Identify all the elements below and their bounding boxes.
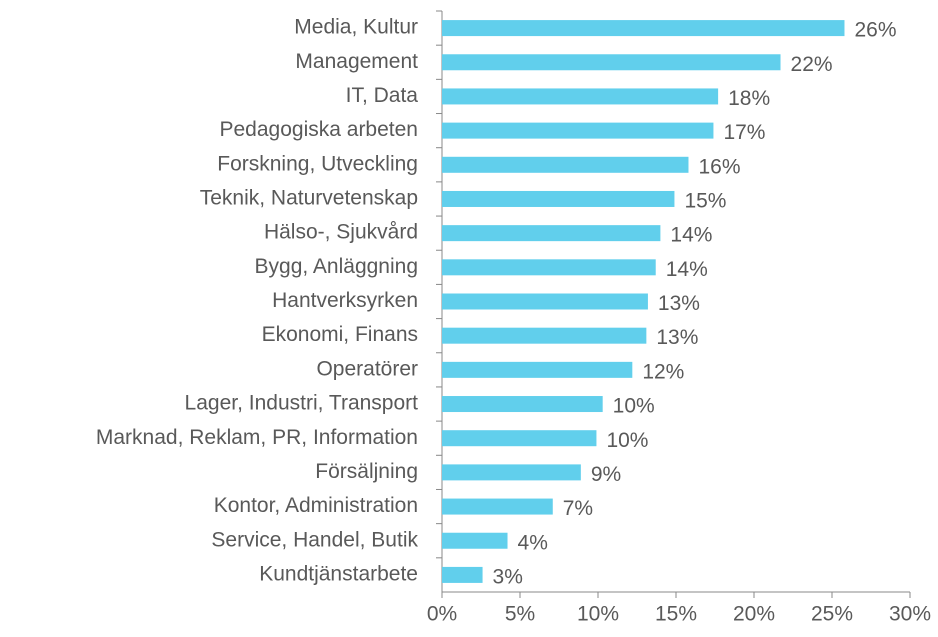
value-label: 10% <box>606 429 648 452</box>
value-label: 3% <box>493 565 523 588</box>
x-tick-label: 20% <box>733 603 775 626</box>
y-tick-label: Försäljning <box>315 460 418 483</box>
y-tick-label: Ekonomi, Finans <box>262 323 418 346</box>
y-tick-label: Hälso-, Sjukvård <box>264 221 418 244</box>
value-label: 13% <box>658 292 700 315</box>
x-tick-label: 15% <box>655 603 697 626</box>
y-tick-label: Marknad, Reklam, PR, Information <box>96 426 418 449</box>
value-label: 12% <box>642 360 684 383</box>
bar <box>442 20 845 37</box>
bar <box>442 532 508 549</box>
value-label: 14% <box>670 224 712 247</box>
y-tick-label: Media, Kultur <box>294 16 418 39</box>
value-label: 7% <box>563 497 593 520</box>
bar <box>442 430 597 447</box>
y-tick-label: Management <box>295 50 418 73</box>
value-label: 16% <box>698 155 740 178</box>
bar <box>442 156 689 173</box>
bar <box>442 225 661 242</box>
value-label: 18% <box>728 87 770 110</box>
y-tick-label: Pedagogiska arbeten <box>220 118 419 141</box>
value-label: 14% <box>666 258 708 281</box>
value-label: 15% <box>684 190 726 213</box>
y-tick-label: Service, Handel, Butik <box>211 528 418 551</box>
x-tick-label: 25% <box>811 603 853 626</box>
value-label: 17% <box>723 121 765 144</box>
bar <box>442 88 719 105</box>
y-tick-label: Kontor, Administration <box>214 494 418 517</box>
bar <box>442 327 647 344</box>
y-tick-label: Teknik, Naturvetenskap <box>200 187 418 210</box>
y-tick-label: IT, Data <box>346 84 419 107</box>
bar <box>442 54 781 71</box>
x-tick-label: 30% <box>889 603 931 626</box>
value-label: 26% <box>854 19 896 42</box>
y-tick-label: Hantverksyrken <box>272 289 418 312</box>
y-tick-label: Bygg, Anläggning <box>255 255 418 278</box>
value-label: 13% <box>656 326 698 349</box>
x-tick-label: 5% <box>505 603 535 626</box>
bar <box>442 190 675 207</box>
bar <box>442 498 553 515</box>
value-label: 22% <box>791 53 833 76</box>
bar <box>442 566 483 583</box>
bar <box>442 259 656 276</box>
bar <box>442 396 603 413</box>
bar <box>442 361 633 378</box>
y-tick-label: Kundtjänstarbete <box>259 562 418 585</box>
bar <box>442 464 581 481</box>
bar <box>442 122 714 139</box>
x-tick-label: 0% <box>427 603 457 626</box>
value-label: 4% <box>518 531 548 554</box>
bar <box>442 293 648 310</box>
y-tick-label: Lager, Industri, Transport <box>185 392 419 415</box>
y-tick-label: Operatörer <box>316 357 418 380</box>
y-tick-label: Forskning, Utveckling <box>217 152 418 175</box>
x-tick-label: 10% <box>577 603 619 626</box>
value-label: 10% <box>613 395 655 418</box>
value-label: 9% <box>591 463 621 486</box>
